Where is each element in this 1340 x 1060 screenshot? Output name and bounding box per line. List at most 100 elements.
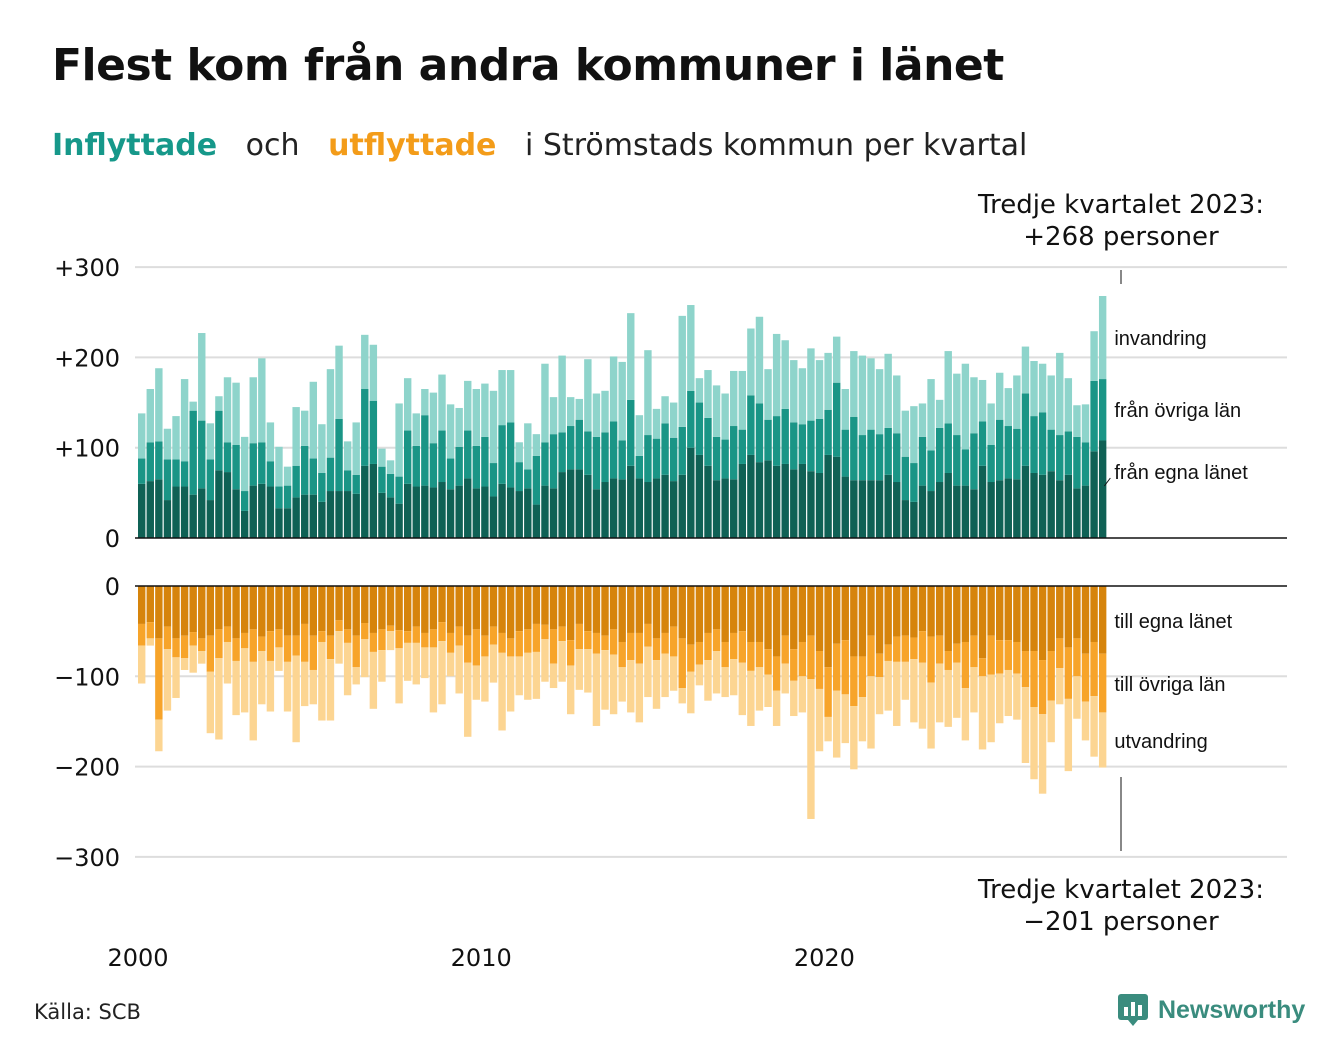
bar-in-segment	[386, 497, 395, 538]
bar-in-segment	[910, 463, 918, 502]
source-note: Källa: SCB	[34, 1000, 141, 1024]
bar-in-segment	[369, 400, 378, 464]
bar-out-segment	[361, 623, 369, 640]
bar-in-segment	[395, 503, 403, 538]
bar-chart-icon	[1118, 994, 1148, 1026]
gridlines	[135, 266, 1287, 858]
bar-out-segment	[352, 635, 360, 668]
bar-out-segment	[309, 586, 317, 636]
bar-in-segment	[1021, 393, 1030, 466]
bar-out-segment	[695, 664, 704, 686]
bar-out-segment	[438, 586, 446, 623]
bar-in-segment	[738, 463, 746, 538]
bar-out-segment	[910, 586, 918, 638]
newsworthy-logo[interactable]: Newsworthy	[1118, 994, 1305, 1026]
bar-in-segment	[558, 432, 566, 473]
bar-out-segment	[172, 586, 180, 639]
bar-out-segment	[978, 586, 987, 659]
bar-out-segment	[764, 586, 772, 650]
bar-in-segment	[678, 474, 686, 538]
bar-in-segment	[198, 488, 206, 538]
bar-out-segment	[747, 670, 755, 726]
y-tick-label-bottom: −200	[54, 754, 120, 782]
bar-out-segment	[781, 635, 789, 664]
bar-in-segment	[1038, 363, 1047, 413]
bar-out-segment	[489, 626, 498, 645]
bar-in-segment	[146, 389, 154, 443]
bar-out-segment	[1081, 653, 1090, 702]
bar-in-segment	[815, 472, 824, 538]
bar-out-segment	[1081, 586, 1090, 654]
bar-out-segment	[172, 657, 180, 698]
chart-subtitle: Inflyttade och utflyttade i Strömstads k…	[52, 128, 1027, 163]
bar-out-segment	[841, 586, 849, 641]
bar-in-segment	[884, 353, 892, 428]
bar-out-segment	[669, 626, 678, 657]
bar-out-segment	[403, 631, 412, 643]
bar-in-segment	[155, 479, 163, 538]
bar-in-segment	[343, 441, 352, 471]
bar-in-segment	[652, 438, 661, 479]
bar-in-segment	[772, 465, 781, 538]
bar-in-segment	[1073, 436, 1081, 489]
bar-in-segment	[215, 470, 223, 538]
bar-out-segment	[815, 688, 824, 752]
bar-in-segment	[712, 436, 721, 481]
bar-in-segment	[155, 368, 163, 442]
bar-in-segment	[1030, 361, 1038, 417]
bar-in-segment	[549, 397, 558, 435]
bar-in-segment	[506, 422, 515, 488]
bar-in-segment	[1030, 472, 1038, 538]
bar-out-segment	[953, 586, 961, 644]
bar-in-segment	[172, 486, 180, 538]
bar-out-segment	[301, 661, 309, 707]
bar-out-segment	[721, 586, 729, 642]
bar-out-segment	[506, 638, 515, 657]
bar-in-segment	[481, 486, 489, 538]
bar-out-segment	[918, 631, 927, 663]
bar-in-segment	[266, 422, 275, 462]
bar-in-segment	[481, 436, 489, 487]
bar-in-segment	[301, 445, 309, 495]
bar-out-segment	[1013, 673, 1021, 720]
bar-in-segment	[386, 473, 395, 498]
bar-out-segment	[309, 635, 317, 670]
bar-in-segment	[841, 389, 849, 430]
bar-out-segment	[815, 586, 824, 652]
bar-out-segment	[764, 649, 772, 675]
bar-in-segment	[335, 418, 343, 492]
bar-in-segment	[318, 472, 326, 502]
bar-in-segment	[163, 459, 172, 501]
bar-in-segment	[687, 305, 695, 391]
bar-out-segment	[772, 586, 781, 657]
bar-in-segment	[172, 459, 180, 487]
bar-in-segment	[1098, 295, 1107, 380]
bar-in-segment	[489, 390, 498, 464]
bar-in-segment	[764, 369, 772, 420]
bar-out-segment	[369, 586, 378, 633]
bar-out-segment	[987, 674, 995, 743]
bar-out-segment	[961, 586, 970, 642]
bar-in-segment	[1013, 375, 1021, 429]
bar-out-segment	[403, 586, 412, 632]
bar-in-segment	[644, 482, 652, 538]
bar-out-segment	[850, 706, 858, 770]
bar-out-segment	[180, 635, 189, 659]
bar-out-segment	[841, 694, 849, 744]
bar-in-segment	[807, 471, 815, 538]
bar-in-segment	[301, 494, 309, 538]
bar-in-segment	[1090, 331, 1098, 381]
bar-out-segment	[695, 641, 704, 665]
bar-in-segment	[996, 480, 1004, 538]
bar-in-segment	[455, 446, 463, 486]
bar-out-segment	[884, 644, 892, 661]
bar-out-segment	[541, 624, 549, 640]
bar-in-segment	[138, 483, 146, 538]
bar-in-segment	[669, 437, 678, 482]
bar-in-segment	[498, 483, 506, 538]
bar-in-segment	[275, 446, 283, 487]
annotation-top-line1: Tredje kvartalet 2023:	[977, 190, 1264, 220]
bar-in-segment	[918, 436, 927, 486]
bar-in-segment	[343, 491, 352, 538]
bar-in-segment	[652, 478, 661, 538]
